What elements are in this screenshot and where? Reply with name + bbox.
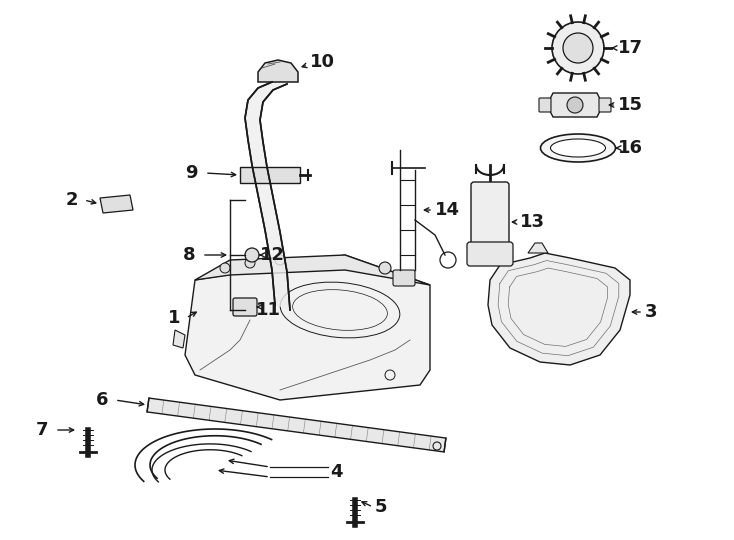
Text: 10: 10	[310, 53, 335, 71]
Ellipse shape	[550, 139, 606, 157]
Polygon shape	[488, 253, 630, 365]
Text: 16: 16	[618, 139, 643, 157]
Polygon shape	[100, 195, 133, 213]
FancyBboxPatch shape	[393, 270, 415, 286]
Text: 13: 13	[520, 213, 545, 231]
Text: 2: 2	[65, 191, 78, 209]
Circle shape	[563, 33, 593, 63]
Circle shape	[245, 258, 255, 268]
Ellipse shape	[540, 134, 616, 162]
Polygon shape	[185, 255, 430, 400]
FancyBboxPatch shape	[233, 298, 257, 316]
Polygon shape	[173, 330, 185, 348]
Circle shape	[552, 22, 604, 74]
Polygon shape	[528, 243, 548, 253]
Text: 17: 17	[618, 39, 643, 57]
Text: 8: 8	[182, 246, 195, 264]
Text: 3: 3	[645, 303, 658, 321]
Text: 11: 11	[256, 301, 281, 319]
Text: 1: 1	[167, 309, 180, 327]
Polygon shape	[240, 167, 300, 183]
Polygon shape	[245, 82, 290, 310]
Text: 15: 15	[618, 96, 643, 114]
FancyBboxPatch shape	[471, 182, 509, 253]
Text: 12: 12	[260, 246, 285, 264]
Text: 6: 6	[95, 391, 108, 409]
Circle shape	[245, 248, 259, 262]
Text: 7: 7	[35, 421, 48, 439]
Text: 5: 5	[375, 498, 388, 516]
FancyBboxPatch shape	[539, 98, 551, 112]
Circle shape	[379, 262, 391, 274]
Polygon shape	[195, 255, 430, 285]
Polygon shape	[147, 398, 446, 452]
Circle shape	[275, 255, 285, 265]
FancyBboxPatch shape	[599, 98, 611, 112]
Polygon shape	[258, 60, 298, 82]
Circle shape	[220, 263, 230, 273]
Polygon shape	[547, 93, 603, 117]
Circle shape	[567, 97, 583, 113]
Text: 4: 4	[330, 463, 343, 481]
Text: 9: 9	[186, 164, 198, 182]
Text: 14: 14	[435, 201, 460, 219]
FancyBboxPatch shape	[467, 242, 513, 266]
